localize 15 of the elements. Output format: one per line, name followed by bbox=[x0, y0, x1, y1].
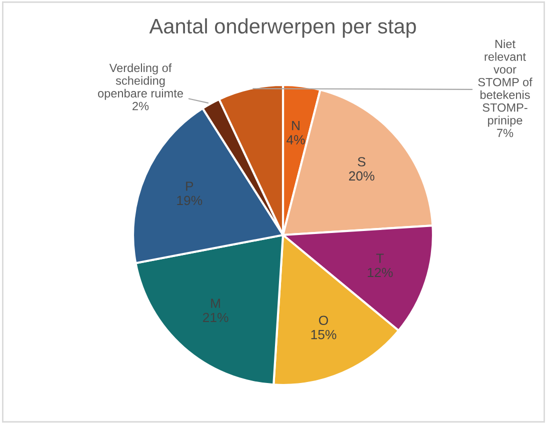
slice-label: S bbox=[358, 157, 366, 166]
slice-label: Niet relevant voor STOMP of betekenis STOMP- prinipe bbox=[478, 39, 532, 127]
chart-title: Aantal onderwerpen per stap bbox=[149, 18, 416, 38]
slice-label: Verdeling of scheiding openbare ruimte bbox=[98, 63, 183, 100]
data-label: 15% bbox=[311, 330, 336, 340]
slice-label: T bbox=[376, 254, 384, 263]
data-label: 2% bbox=[132, 102, 149, 110]
data-label: 12% bbox=[368, 268, 393, 278]
slice-label: N bbox=[292, 121, 300, 130]
data-label: 19% bbox=[177, 196, 202, 206]
data-label: 7% bbox=[497, 128, 514, 138]
data-label: 20% bbox=[349, 171, 374, 181]
slice-label: P bbox=[186, 182, 194, 191]
slice-label: O bbox=[319, 316, 328, 326]
data-label: 4% bbox=[286, 135, 305, 144]
